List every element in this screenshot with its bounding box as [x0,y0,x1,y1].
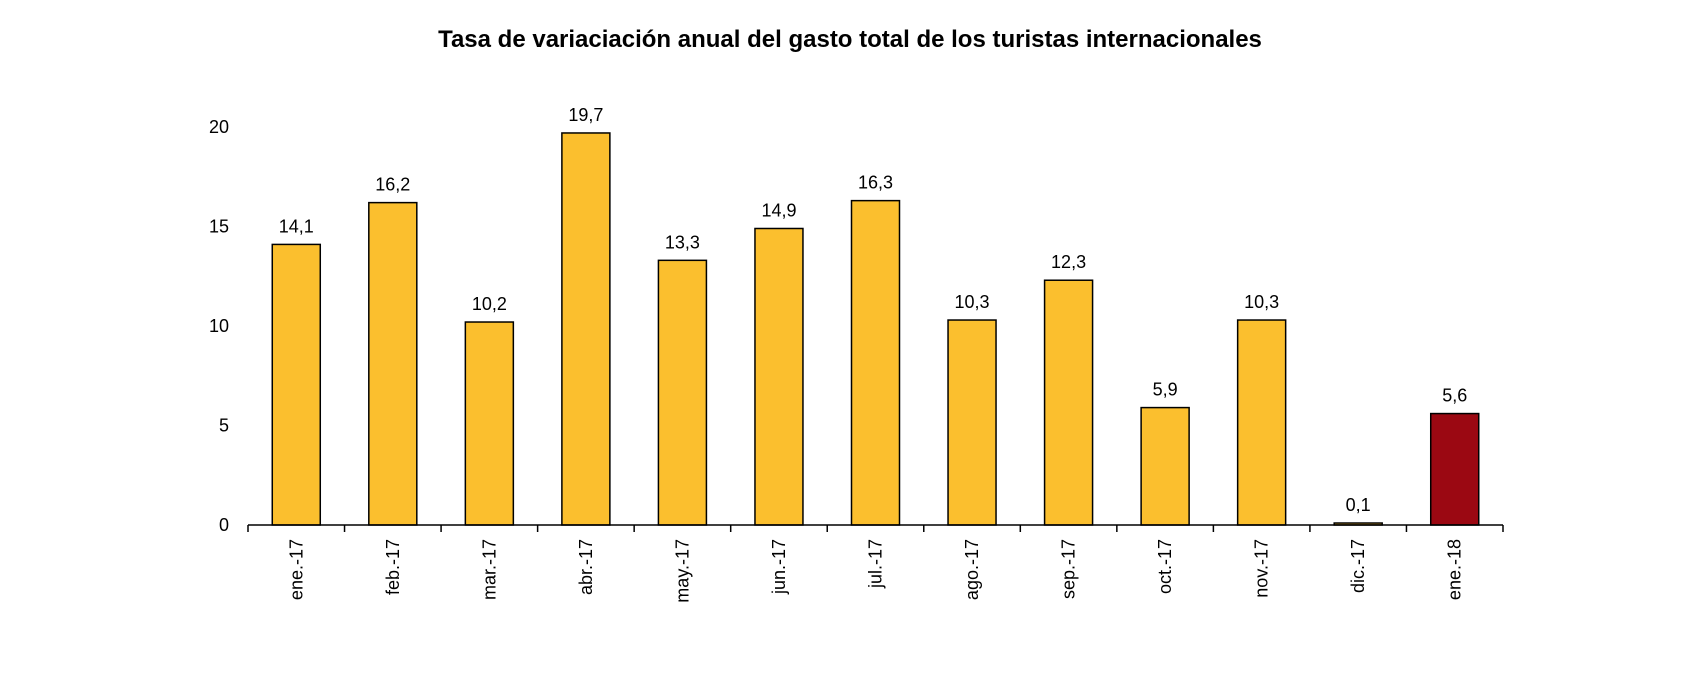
bar-mar.-17 [464,321,515,526]
x-tick-label: mar.-17 [479,539,499,600]
bar-ene.-17 [271,243,322,526]
bar-ago.-17 [947,319,997,526]
data-label: 10,2 [472,294,507,314]
x-tick-label: may.-17 [672,539,692,603]
x-tick-label: nov.-17 [1252,539,1272,598]
bar-oct.-17 [1140,406,1190,526]
bar-feb.-17 [368,201,418,526]
x-tick-label: abr.-17 [576,539,596,595]
data-label: 12,3 [1051,252,1086,272]
x-tick-label: jun.-17 [769,539,789,595]
data-label: 16,3 [858,173,893,193]
bar-sep.-17 [1043,279,1094,526]
y-tick-label: 5 [219,416,229,436]
x-tick-label: sep.-17 [1059,539,1079,599]
bar-ene.-18 [1429,412,1480,526]
bar-abr.-17 [561,132,611,526]
x-axis: ene.-17 feb.-17 mar.-17 abr.-17 may.-17 jun.-… [247,524,1504,603]
x-tick-label: feb.-17 [383,539,403,595]
x-tick-label: jul.-17 [866,539,886,589]
bar-jun.-17 [754,227,804,526]
x-tick-label: ago.-17 [962,539,982,600]
data-label: 14,1 [279,216,314,236]
data-label: 14,9 [761,200,796,220]
x-tick-label: ene.-18 [1445,539,1465,600]
y-tick-label: 20 [209,117,229,137]
bar-nov.-17 [1236,319,1287,526]
bars: 14,1 16,2 10,2 19,7 13,3 14,9 16,3 10,3 12,3 5,9 1… [271,105,1480,526]
x-tick-label: ene.-17 [286,539,306,600]
data-label: 10,3 [1244,292,1279,312]
bar-jul.-17 [850,199,901,526]
y-tick-label: 0 [219,515,229,535]
x-tick-label: dic.-17 [1348,539,1368,593]
y-tick-label: 15 [209,217,229,237]
data-label: 5,9 [1153,380,1178,400]
y-axis: 0 5 10 15 20 [209,117,229,535]
data-label: 16,2 [375,175,410,195]
data-label: 5,6 [1442,386,1467,406]
data-label: 10,3 [955,292,990,312]
data-label: 13,3 [665,232,700,252]
x-tick-label: oct.-17 [1155,539,1175,594]
data-label: 0,1 [1346,495,1371,515]
data-label: 19,7 [568,105,603,125]
bar-may.-17 [657,259,708,526]
y-tick-label: 10 [209,316,229,336]
chart-title: Tasa de variaciación anual del gasto tot… [438,26,1262,53]
